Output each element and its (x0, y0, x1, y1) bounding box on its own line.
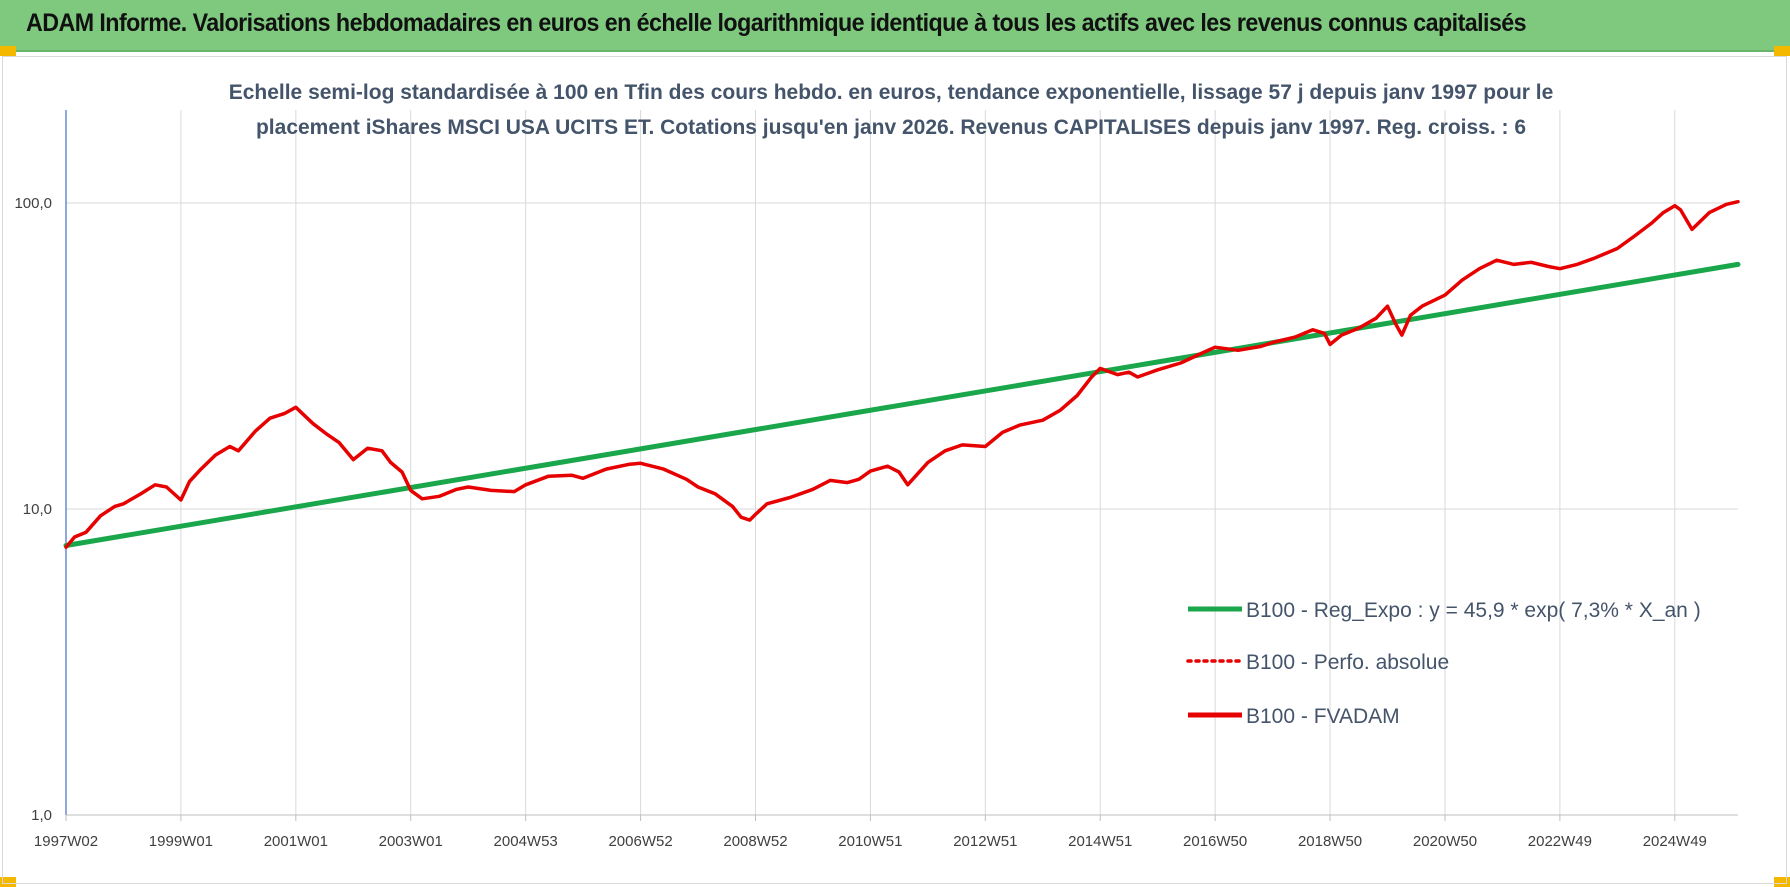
x-tick-label: 2010W51 (838, 833, 902, 850)
legend-label: B100 - FVADAM (1246, 705, 1400, 728)
y-tick-label: 10,0 (23, 501, 52, 518)
chart-title-line-1: Echelle semi-log standardisée à 100 en T… (229, 81, 1554, 104)
corner-marker-top-right (1774, 46, 1790, 56)
chart-title-line-2: placement iShares MSCI USA UCITS ET. Cot… (256, 116, 1526, 139)
x-tick-label: 2022W49 (1528, 833, 1592, 850)
corner-marker-bottom-right (1774, 877, 1790, 887)
trend-series-line (63, 261, 1741, 548)
grid-layer (65, 110, 1738, 816)
x-tick-label: 1999W01 (149, 833, 213, 850)
legend: B100 - Reg_Expo : y = 45,9 * exp( 7,3% *… (1186, 599, 1701, 728)
axes: 1,0 10,0 100,0 1997W02 1999W01 2001W01 2003W01… (14, 110, 1738, 850)
legend-label: B100 - Reg_Expo : y = 45,9 * exp( 7,3% *… (1246, 599, 1701, 622)
legend-label: B100 - Perfo. absolue (1246, 651, 1449, 674)
x-tick-label: 2012W51 (953, 833, 1017, 850)
x-tick-label: 2004W53 (494, 833, 558, 850)
x-tick-label: 2003W01 (379, 833, 443, 850)
fvadam-series-line (64, 199, 1740, 549)
y-tick-label: 1,0 (31, 807, 52, 824)
x-tick-label: 2024W49 (1643, 833, 1707, 850)
corner-marker-top-left (0, 46, 16, 56)
header-title: ADAM Informe. Valorisations hebdomadaire… (26, 9, 1527, 37)
x-tick-label: 2001W01 (264, 833, 328, 850)
header-bar: ADAM Informe. Valorisations hebdomadaire… (0, 0, 1790, 52)
corner-marker-bottom-left (0, 877, 16, 887)
x-tick-label: 2008W52 (723, 833, 787, 850)
chart-frame (2, 56, 1787, 884)
series-layer (63, 199, 1741, 549)
chart-title: Echelle semi-log standardisée à 100 en T… (229, 81, 1554, 139)
x-tick-label: 2014W51 (1068, 833, 1132, 850)
x-tick-label: 2016W50 (1183, 833, 1247, 850)
x-tick-label: 2018W50 (1298, 833, 1362, 850)
x-tick-label: 2020W50 (1413, 833, 1477, 850)
y-tick-label: 100,0 (14, 195, 52, 212)
x-tick-label: 1997W02 (34, 833, 98, 850)
x-tick-label: 2006W52 (608, 833, 672, 850)
